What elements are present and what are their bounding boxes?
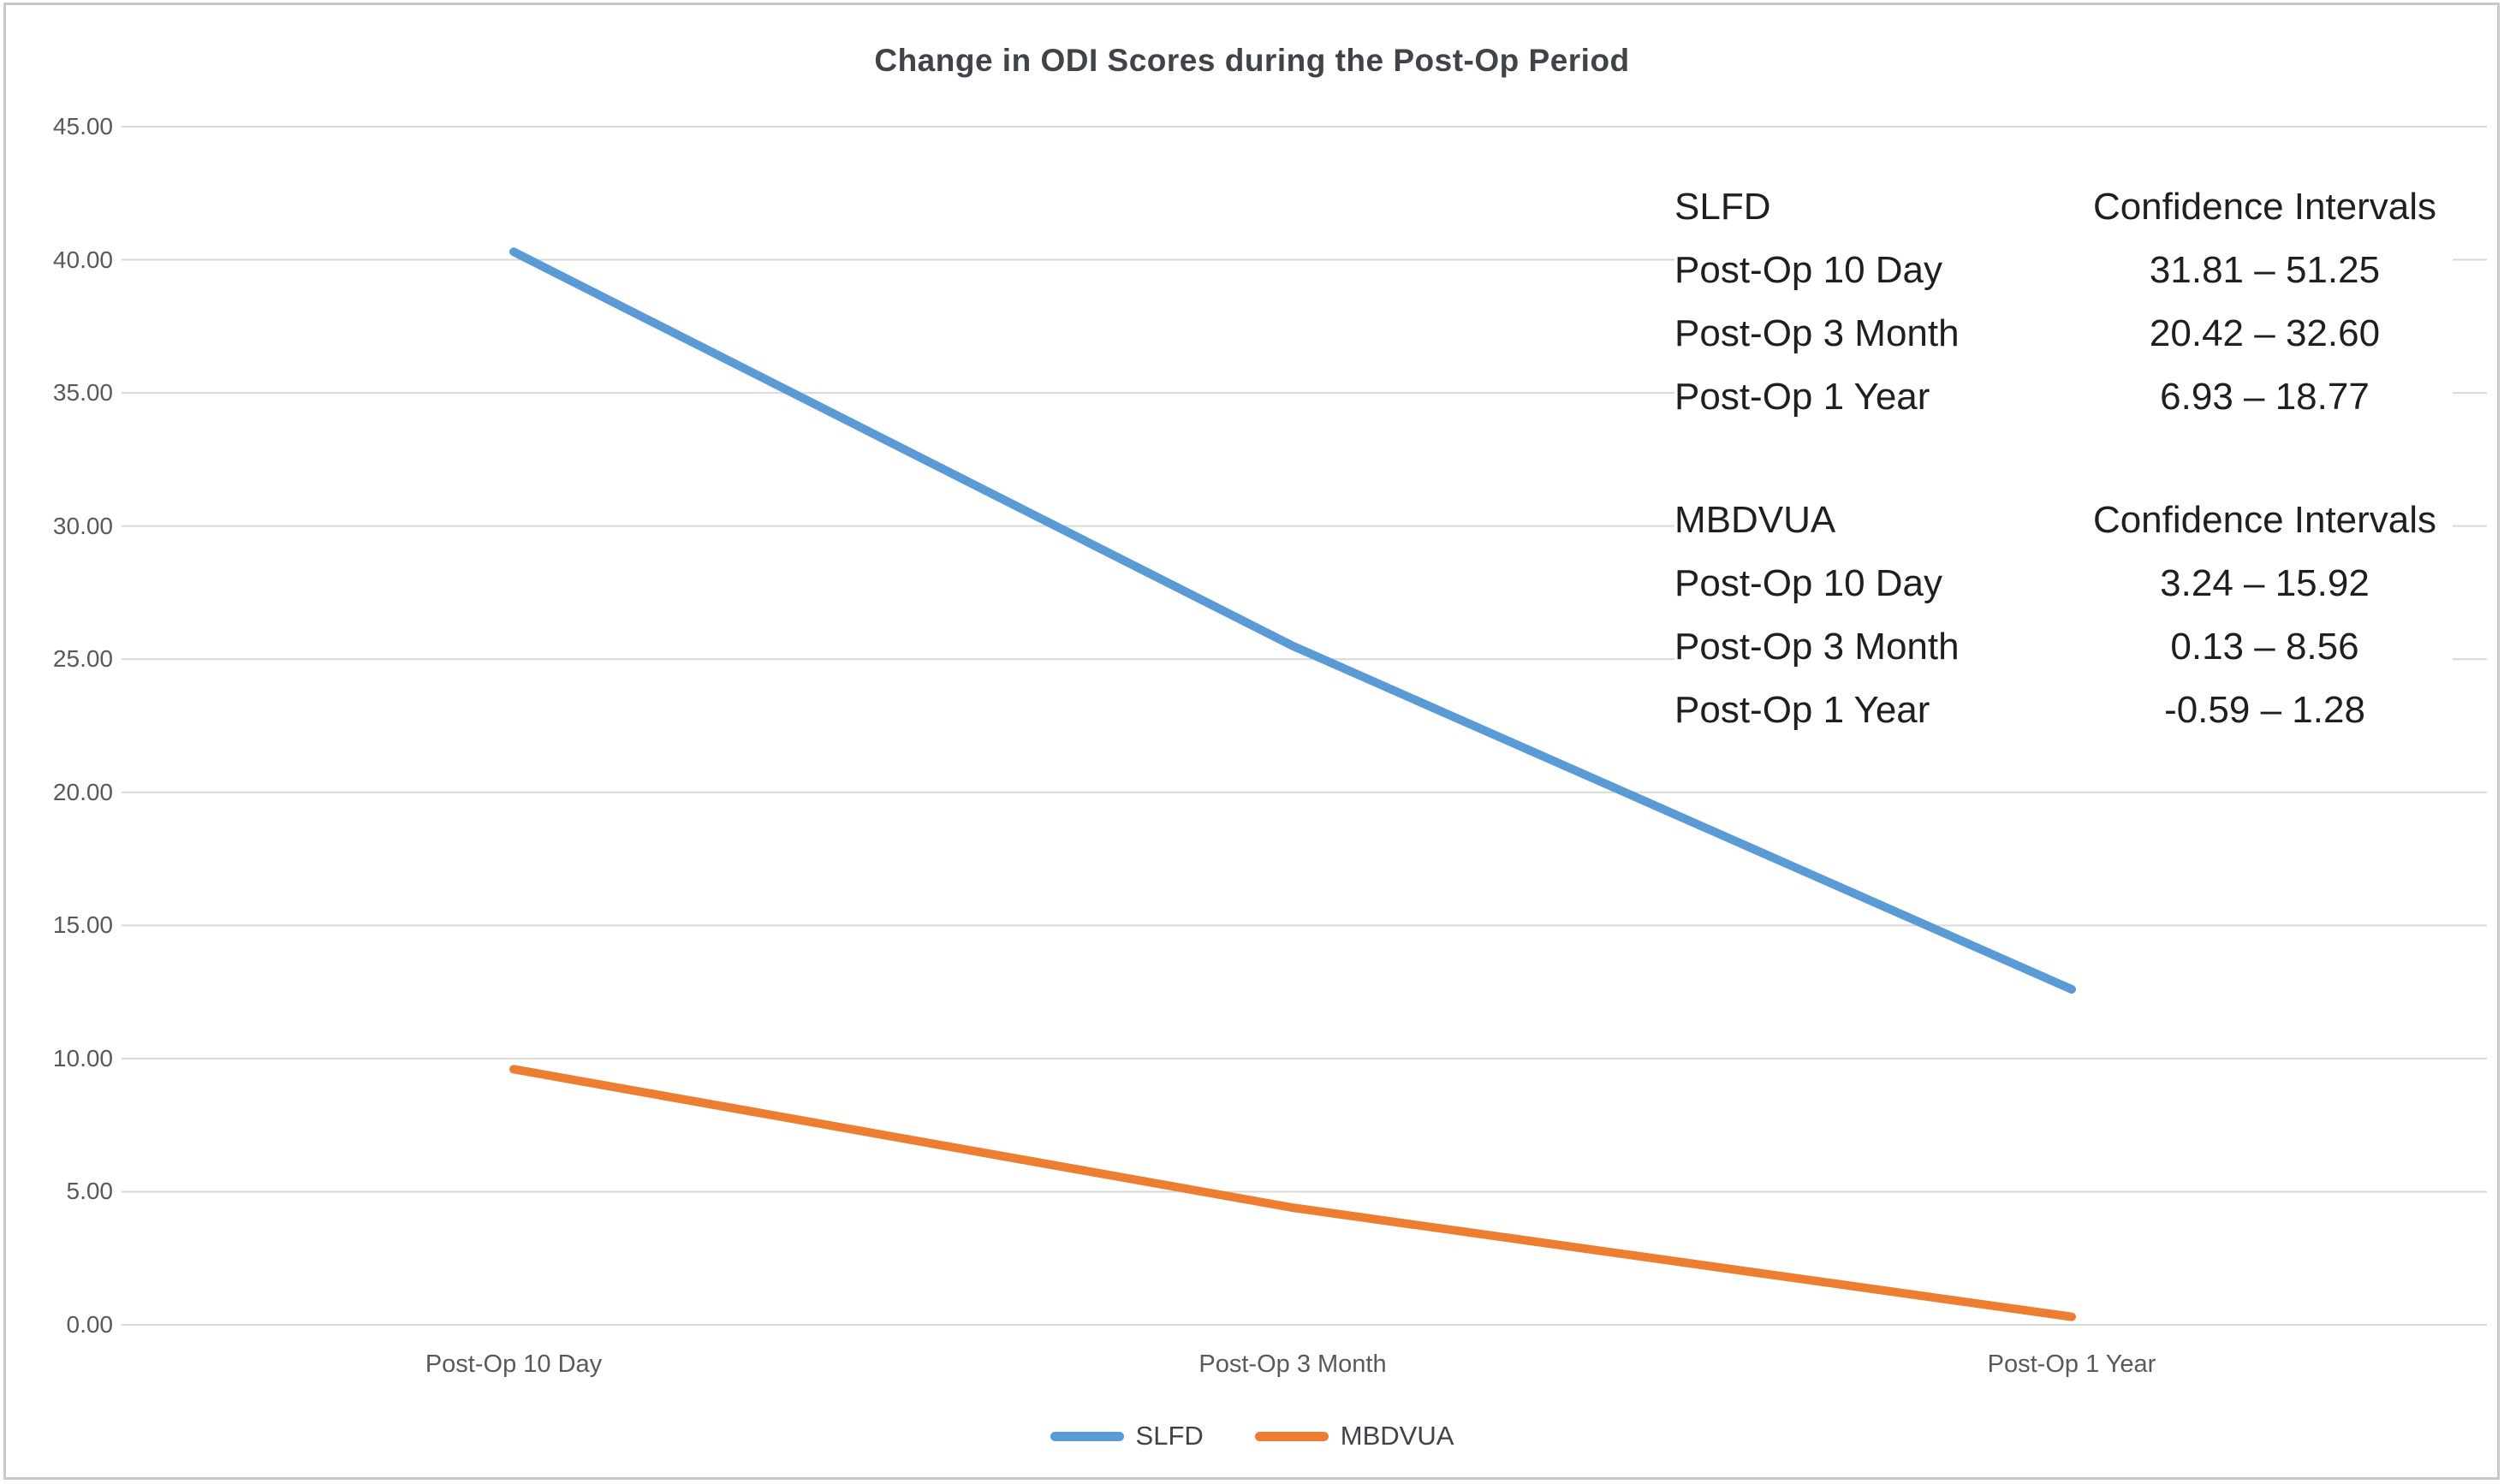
confidence-intervals-annotation: SLFD Confidence Intervals Post-Op 10 Day 31… xyxy=(1674,175,2453,742)
legend-item-slfd: SLFD xyxy=(1050,1421,1204,1451)
y-tick-label-5.00: 5.00 xyxy=(66,1178,114,1205)
y-tick-label-15.00: 15.00 xyxy=(52,911,113,939)
y-tick-label-0.00: 0.00 xyxy=(66,1311,114,1338)
ci-row-interval: -0.59 – 1.28 xyxy=(2164,689,2365,731)
mbdvua-series-line xyxy=(509,1065,2076,1321)
y-tick-label-35.00: 35.00 xyxy=(52,379,113,407)
ci-row-label: Post-Op 3 Month xyxy=(1674,312,1960,354)
legend: SLFD MBDVUA xyxy=(0,1414,2504,1458)
ci-group-name: SLFD xyxy=(1674,186,1771,228)
ci-row-label: Post-Op 10 Day xyxy=(1674,562,1943,604)
slfd-series-line xyxy=(509,247,2076,994)
legend-item-mbdvua: MBDVUA xyxy=(1254,1421,1454,1451)
ci-group-name: MBDVUA xyxy=(1674,499,1836,541)
y-tick-label-10.00: 10.00 xyxy=(52,1044,113,1071)
ci-row-interval: 6.93 – 18.77 xyxy=(2160,376,2370,418)
y-tick-label-25.00: 25.00 xyxy=(52,645,113,673)
mbdvua-legend-swatch-icon xyxy=(1254,1431,1329,1441)
chart-title: Change in ODI Scores during the Post-Op … xyxy=(874,43,1630,78)
ci-row-label: Post-Op 1 Year xyxy=(1674,689,1930,731)
ci-row-interval: 31.81 – 51.25 xyxy=(2149,249,2381,291)
y-tick-label-40.00: 40.00 xyxy=(52,246,113,273)
y-tick-label-45.00: 45.00 xyxy=(52,113,113,139)
ci-header: Confidence Intervals xyxy=(2092,499,2437,541)
ci-header: Confidence Intervals xyxy=(2092,186,2437,228)
x-category-label-3: Post-Op 1 Year xyxy=(1987,1350,2156,1378)
ci-row-label: Post-Op 10 Day xyxy=(1674,249,1943,291)
x-category-label-2: Post-Op 3 Month xyxy=(1198,1350,1387,1378)
legend-label: SLFD xyxy=(1135,1421,1204,1451)
ci-row-label: Post-Op 3 Month xyxy=(1674,626,1960,668)
y-tick-label-20.00: 20.00 xyxy=(52,778,113,805)
legend-label: MBDVUA xyxy=(1340,1421,1454,1451)
y-tick-label-30.00: 30.00 xyxy=(52,512,113,539)
ci-row-interval: 3.24 – 15.92 xyxy=(2160,562,2370,604)
ci-block-mbdvua: MBDVUA Confidence Intervals Post-Op 10 Day… xyxy=(1674,489,2453,742)
ci-row-label: Post-Op 1 Year xyxy=(1674,376,1930,418)
ci-block-slfd: SLFD Confidence Intervals Post-Op 10 Day 31… xyxy=(1674,175,2453,429)
ci-row-interval: 0.13 – 8.56 xyxy=(2170,626,2359,668)
ci-row-interval: 20.42 – 32.60 xyxy=(2149,312,2381,354)
slfd-legend-swatch-icon xyxy=(1050,1431,1124,1441)
x-category-label-1: Post-Op 10 Day xyxy=(425,1350,603,1378)
